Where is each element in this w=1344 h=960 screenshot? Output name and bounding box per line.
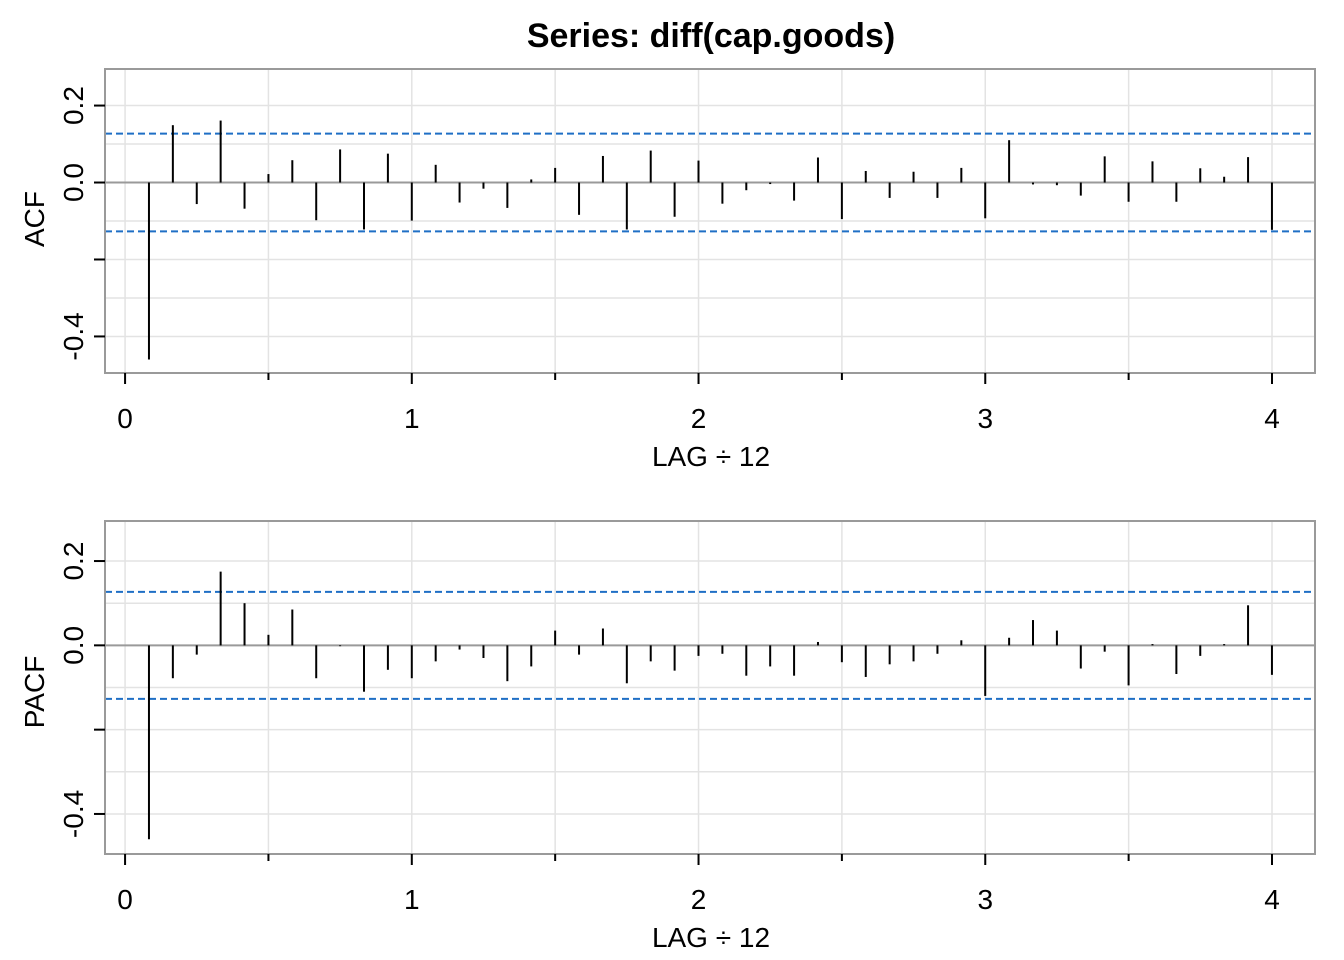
- pacf-x-tick-label: 4: [1264, 884, 1280, 915]
- acf-plot-frame: [104, 68, 1316, 374]
- pacf-x-tick-label: 0: [117, 884, 133, 915]
- acf-y-axis-label: ACF: [19, 191, 50, 247]
- pacf-x-tick-label: 1: [404, 884, 420, 915]
- acf-x-tick-label: 0: [117, 403, 133, 434]
- acf-grid: [105, 69, 1315, 373]
- acf-y-tick-label: 0.0: [58, 163, 89, 202]
- pacf-x-tick-label: 2: [691, 884, 707, 915]
- acf-x-tick-label: 2: [691, 403, 707, 434]
- pacf-plot-frame: [104, 520, 1316, 855]
- acf-x-axis-label: LAG ÷ 12: [652, 441, 770, 472]
- pacf-grid: [105, 521, 1315, 854]
- pacf-panel: 0 1 2 3 4 -0.4 0.0 0.2 LAG ÷ 12 PACF: [19, 520, 1316, 953]
- acf-x-tick-label: 4: [1264, 403, 1280, 434]
- pacf-y-tick-label: 0.0: [58, 626, 89, 665]
- chart-title: Series: diff(cap.goods): [527, 17, 895, 55]
- pacf-y-axis-label: PACF: [19, 656, 50, 729]
- pacf-y-tick-label: 0.2: [58, 542, 89, 581]
- acf-x-tick-label: 3: [977, 403, 993, 434]
- acf-axes: 0 1 2 3 4 -0.4 0.0 0.2: [58, 68, 1316, 434]
- acf-y-tick-label: 0.2: [58, 86, 89, 125]
- pacf-x-axis-label: LAG ÷ 12: [652, 922, 770, 953]
- acf-y-tick-label: -0.4: [58, 312, 89, 360]
- pacf-y-tick-label: -0.4: [58, 790, 89, 838]
- acf-bars: [147, 120, 1273, 360]
- pacf-bars: [147, 571, 1273, 840]
- acf-panel: 0 1 2 3 4 -0.4 0.0 0.2 LAG ÷ 12 ACF: [19, 68, 1316, 472]
- pacf-x-tick-label: 3: [977, 884, 993, 915]
- pacf-axes: 0 1 2 3 4 -0.4 0.0 0.2: [58, 520, 1316, 915]
- acf-x-tick-label: 1: [404, 403, 420, 434]
